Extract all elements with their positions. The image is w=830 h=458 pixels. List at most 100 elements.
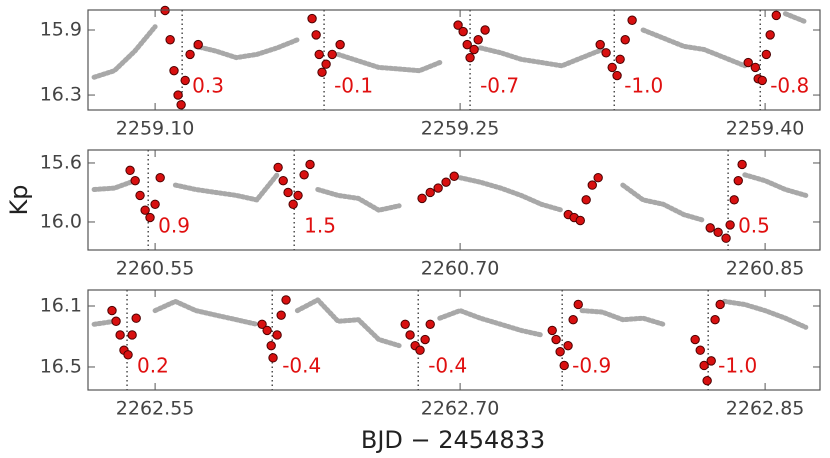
event-point [327, 49, 337, 60]
event-point [299, 170, 309, 180]
event-point [272, 330, 282, 340]
event-label: -0.4 [428, 354, 467, 378]
event-point [702, 376, 712, 386]
event-point [433, 183, 443, 193]
x-tick-label: 2262.55 [116, 398, 195, 420]
event-point [130, 175, 140, 186]
x-tick-label: 2260.55 [116, 258, 195, 280]
event-point [750, 62, 761, 73]
x-axis-label: BJD − 2454833 [361, 426, 545, 454]
event-point [317, 67, 327, 77]
event-point [314, 49, 324, 60]
event-point [405, 330, 415, 340]
event-point [268, 353, 278, 363]
event-point [193, 39, 203, 50]
panel-frame [87, 149, 821, 251]
event-point [420, 334, 430, 345]
event-label: 0.2 [137, 354, 169, 378]
event-point [257, 319, 267, 329]
y-tick-label: 16.0 [40, 210, 82, 232]
event-point [706, 356, 716, 366]
y-tick-label: 16.5 [40, 355, 82, 377]
event-point [180, 75, 190, 86]
panel-frame [87, 9, 821, 111]
event-label: -1.0 [624, 74, 663, 98]
event-label: 0.3 [192, 74, 224, 98]
x-tick-label: 2260.85 [726, 258, 805, 280]
light-curve [91, 172, 809, 223]
event-point [607, 62, 617, 73]
event-point [283, 187, 293, 198]
event-point [135, 190, 145, 201]
x-tick-label: 2260.70 [421, 258, 500, 280]
x-tick-label: 2259.10 [116, 118, 195, 140]
event-point [480, 25, 490, 35]
panel-frame [87, 289, 821, 391]
event-label: -0.7 [480, 74, 519, 98]
event-point [465, 52, 475, 63]
event-point [627, 15, 637, 25]
event-point [581, 195, 591, 205]
event-label: -0.4 [282, 354, 321, 378]
event-point [441, 177, 451, 187]
event-point [729, 195, 739, 205]
event-point [262, 325, 272, 336]
event-label: 0.5 [738, 214, 770, 238]
event-label: -1.0 [718, 354, 757, 378]
event-point [311, 30, 321, 40]
event-point [169, 65, 179, 76]
event-point [547, 325, 557, 336]
event-point [107, 305, 117, 316]
event-point [593, 173, 603, 183]
event-label: -0.8 [770, 74, 809, 98]
event-point [568, 315, 578, 325]
y-tick-label: 16.1 [40, 295, 82, 317]
event-point [563, 340, 573, 351]
event-point [469, 44, 479, 55]
event-point [573, 299, 583, 310]
event-point [125, 165, 135, 176]
event-point [288, 199, 298, 209]
event-point [710, 315, 720, 325]
event-point [555, 347, 565, 357]
event-point [473, 35, 483, 45]
event-point [278, 175, 288, 186]
event-point [757, 75, 767, 86]
event-point [425, 319, 435, 329]
event-label: -0.1 [334, 74, 373, 98]
event-point [453, 20, 463, 30]
event-point [307, 13, 317, 24]
event-point [462, 39, 472, 50]
event-point [733, 175, 743, 186]
event-point [173, 90, 183, 100]
event-point [551, 334, 561, 345]
event-point [273, 162, 283, 173]
event-point [695, 345, 705, 355]
event-point [575, 215, 585, 226]
x-tick-label: 2259.25 [421, 118, 500, 140]
event-point [281, 295, 291, 305]
event-point [131, 313, 141, 323]
y-axis-label: Kp [5, 185, 33, 216]
event-point [127, 330, 137, 340]
event-point [690, 334, 700, 345]
event-point [620, 35, 630, 45]
event-point [140, 205, 150, 215]
event-point [559, 360, 569, 371]
event-point [335, 39, 345, 50]
event-point [400, 319, 410, 329]
event-point [111, 316, 121, 326]
x-tick-label: 2262.85 [726, 398, 805, 420]
event-point [587, 180, 597, 190]
event-point [601, 48, 611, 58]
event-point [771, 10, 781, 21]
event-point [417, 193, 427, 204]
event-point [276, 310, 286, 320]
event-point [449, 171, 459, 181]
event-point [737, 159, 747, 170]
event-point [425, 187, 435, 198]
event-point [155, 173, 165, 183]
event-point [176, 100, 186, 110]
light-curve [91, 297, 809, 349]
